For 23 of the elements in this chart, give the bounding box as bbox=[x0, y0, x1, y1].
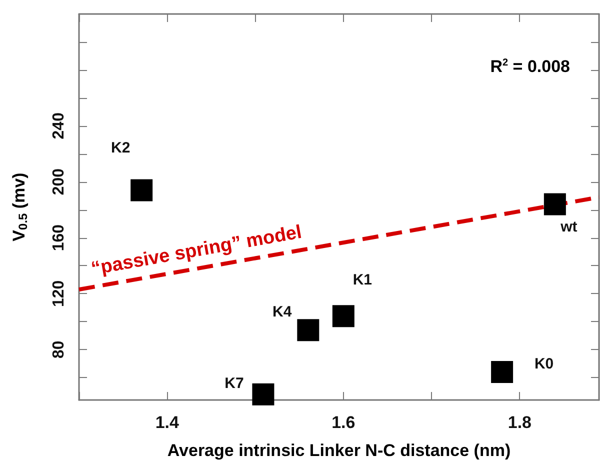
annotation: K7 bbox=[224, 374, 244, 392]
annotation: K2 bbox=[110, 140, 130, 157]
y-axis-title: V0.5 (mv) bbox=[10, 172, 30, 242]
y-tick-label: 80 bbox=[50, 340, 68, 359]
y-tick-label: 200 bbox=[50, 168, 68, 196]
x-tick-label: 1.6 bbox=[332, 413, 356, 432]
point bbox=[332, 305, 354, 328]
text: “passive spring” model bbox=[90, 222, 304, 280]
x-tick-label: 1.4 bbox=[155, 413, 180, 432]
point bbox=[491, 361, 514, 384]
annotation: K1 bbox=[352, 272, 372, 289]
x-tick-label: 1.8 bbox=[508, 413, 532, 432]
y-tick-label: 160 bbox=[50, 224, 68, 252]
x-axis-title: Average intrinsic Linker N-C distance (nm) bbox=[167, 441, 511, 460]
y-tick-label: 240 bbox=[50, 112, 68, 140]
annotation: K0 bbox=[534, 356, 554, 373]
point bbox=[297, 319, 320, 342]
point bbox=[130, 179, 153, 202]
annotation: K4 bbox=[272, 304, 292, 321]
y-tick-label: 120 bbox=[50, 280, 68, 308]
annotation: wt bbox=[560, 218, 578, 236]
point bbox=[544, 193, 566, 216]
point bbox=[252, 383, 274, 406]
